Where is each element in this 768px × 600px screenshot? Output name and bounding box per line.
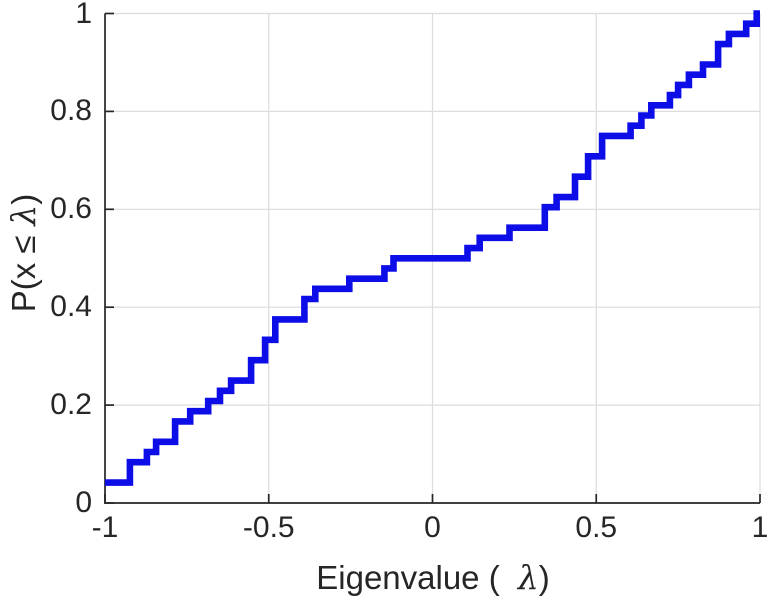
x-tick-label: -1 — [91, 511, 119, 544]
x-axis-label: Eigenvalue ( λ) — [316, 560, 550, 596]
y-tick-label: 0.2 — [50, 388, 92, 422]
x-tick-label: -0.5 — [242, 511, 295, 544]
x-axis-label-text: Eigenvalue ( — [316, 559, 500, 596]
y-tick-label: 0.4 — [50, 290, 92, 324]
x-tick-label: 1 — [751, 511, 768, 544]
y-tick-label: 0.8 — [50, 94, 92, 128]
lambda-symbol: λ — [517, 558, 539, 597]
y-tick-label: 0.6 — [50, 192, 92, 226]
ecdf-line — [105, 10, 760, 486]
x-tick-label: 0 — [424, 511, 441, 544]
x-tick-label: 0.5 — [575, 511, 618, 544]
y-tick-label: 1 — [75, 0, 92, 30]
y-tick-label: 0 — [75, 486, 92, 519]
line-layer — [105, 10, 760, 486]
x-axis-label-suffix: ) — [538, 559, 550, 596]
axis-layer — [104, 12, 761, 504]
